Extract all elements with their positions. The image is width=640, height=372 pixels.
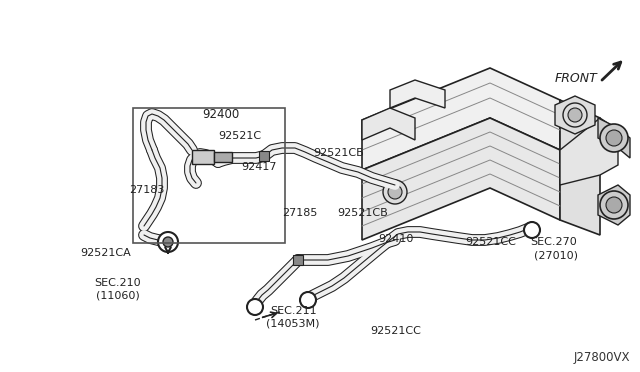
Text: 92521CB: 92521CB [313,148,364,158]
Bar [192,150,214,164]
Circle shape [158,232,178,252]
Polygon shape [598,185,630,225]
Text: 92521C: 92521C [218,131,261,141]
Text: 27183: 27183 [129,185,164,195]
Circle shape [606,197,622,213]
Polygon shape [555,96,595,134]
Text: (27010): (27010) [534,250,578,260]
Text: 92521CC: 92521CC [370,326,421,336]
Text: (11060): (11060) [96,291,140,301]
Circle shape [163,237,173,247]
Text: J27800VX: J27800VX [573,351,630,364]
Circle shape [524,222,540,238]
Bar [133,108,285,243]
Text: 92521CB: 92521CB [337,208,388,218]
Text: SEC.210: SEC.210 [94,278,141,288]
Circle shape [600,191,628,219]
Bar [259,151,269,161]
Circle shape [247,299,263,315]
Text: (14053M): (14053M) [266,319,319,329]
Bar [293,255,303,265]
Text: 92400: 92400 [202,108,239,121]
Circle shape [600,124,628,152]
Circle shape [388,185,402,199]
Text: 92417: 92417 [241,162,276,172]
Polygon shape [560,100,600,235]
Circle shape [568,108,582,122]
Text: FRONT: FRONT [555,72,598,85]
Text: SEC.211: SEC.211 [270,306,317,316]
Circle shape [563,103,587,127]
Polygon shape [362,118,560,240]
Bar [214,152,232,162]
Text: 27185: 27185 [282,208,317,218]
Text: 92521CC: 92521CC [465,237,516,247]
Circle shape [300,292,316,308]
Circle shape [383,180,407,204]
Text: 92410: 92410 [378,234,413,244]
Circle shape [606,130,622,146]
Text: SEC.270: SEC.270 [530,237,577,247]
Polygon shape [560,118,618,185]
Text: 92521CA: 92521CA [80,248,131,258]
Polygon shape [362,68,560,170]
Polygon shape [598,118,630,158]
Polygon shape [390,80,445,108]
Polygon shape [362,108,415,140]
